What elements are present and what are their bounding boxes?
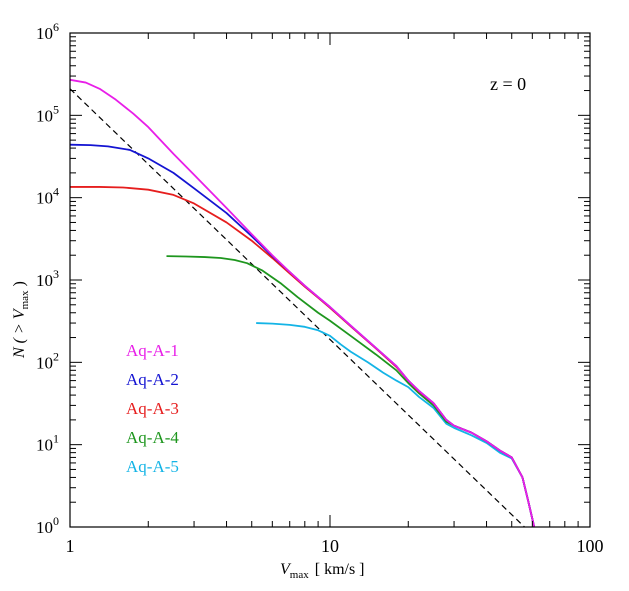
y-tick-label: 105 bbox=[36, 102, 59, 125]
legend: Aq-A-1 Aq-A-2 Aq-A-3 Aq-A-4 Aq-A-5 bbox=[126, 341, 179, 476]
y-tick-label-base: 10 bbox=[36, 271, 53, 290]
x-tick-label: 100 bbox=[577, 536, 604, 556]
y-tick-label-exp: 6 bbox=[53, 20, 59, 34]
x-axis-label-sub: max bbox=[290, 569, 309, 581]
y-tick-label-base: 10 bbox=[36, 518, 53, 537]
y-tick-label-exp: 4 bbox=[53, 185, 59, 199]
series-line-aq-a-1 bbox=[70, 78, 536, 527]
y-tick-label: 104 bbox=[36, 185, 59, 208]
legend-item-aq-a-1: Aq-A-1 bbox=[126, 341, 179, 360]
legend-item-aq-a-5: Aq-A-5 bbox=[126, 457, 179, 476]
y-tick-label-exp: 1 bbox=[53, 432, 59, 446]
y-tick-label: 101 bbox=[36, 432, 59, 455]
legend-item-aq-a-2: Aq-A-2 bbox=[126, 370, 179, 389]
legend-item-aq-a-3: Aq-A-3 bbox=[126, 399, 179, 418]
y-axis-label-pre: N ( > bbox=[11, 319, 28, 359]
y-tick-label-base: 10 bbox=[36, 436, 53, 455]
y-tick-label-exp: 0 bbox=[53, 514, 59, 528]
y-tick-label: 102 bbox=[36, 349, 59, 372]
y-tick-label: 106 bbox=[36, 20, 59, 43]
legend-item-aq-a-4: Aq-A-4 bbox=[126, 428, 179, 447]
y-tick-label-exp: 2 bbox=[53, 349, 59, 363]
y-tick-label-base: 10 bbox=[36, 24, 53, 43]
y-tick-label-base: 10 bbox=[36, 189, 53, 208]
reference-line bbox=[70, 88, 525, 527]
curves bbox=[70, 78, 536, 527]
y-tick-label-base: 10 bbox=[36, 106, 53, 125]
y-axis-label-post: ) bbox=[11, 281, 28, 290]
annotation-z: z = 0 bbox=[490, 74, 526, 94]
y-tick-label: 100 bbox=[36, 514, 59, 537]
x-tick-label: 1 bbox=[66, 536, 75, 556]
series-line-aq-a-4 bbox=[166, 255, 536, 527]
y-tick-label-exp: 3 bbox=[53, 267, 59, 281]
y-axis-label: N ( > Vmax ) bbox=[11, 281, 31, 359]
y-tick-label-base: 10 bbox=[36, 353, 53, 372]
plot-frame bbox=[69, 32, 591, 528]
series-line-aq-a-5 bbox=[256, 322, 536, 527]
x-tick-label: 10 bbox=[321, 536, 339, 556]
y-axis-label-main: V bbox=[11, 307, 28, 319]
y-tick-label: 103 bbox=[36, 267, 59, 290]
y-axis-label-sub: max bbox=[19, 290, 31, 309]
x-axis-label-units: [ km/s ] bbox=[315, 561, 365, 578]
x-axis-label-main: V bbox=[280, 561, 292, 578]
y-tick-label-exp: 5 bbox=[53, 102, 59, 116]
axes bbox=[69, 32, 591, 528]
x-axis-label: Vmax [ km/s ] bbox=[280, 561, 365, 581]
